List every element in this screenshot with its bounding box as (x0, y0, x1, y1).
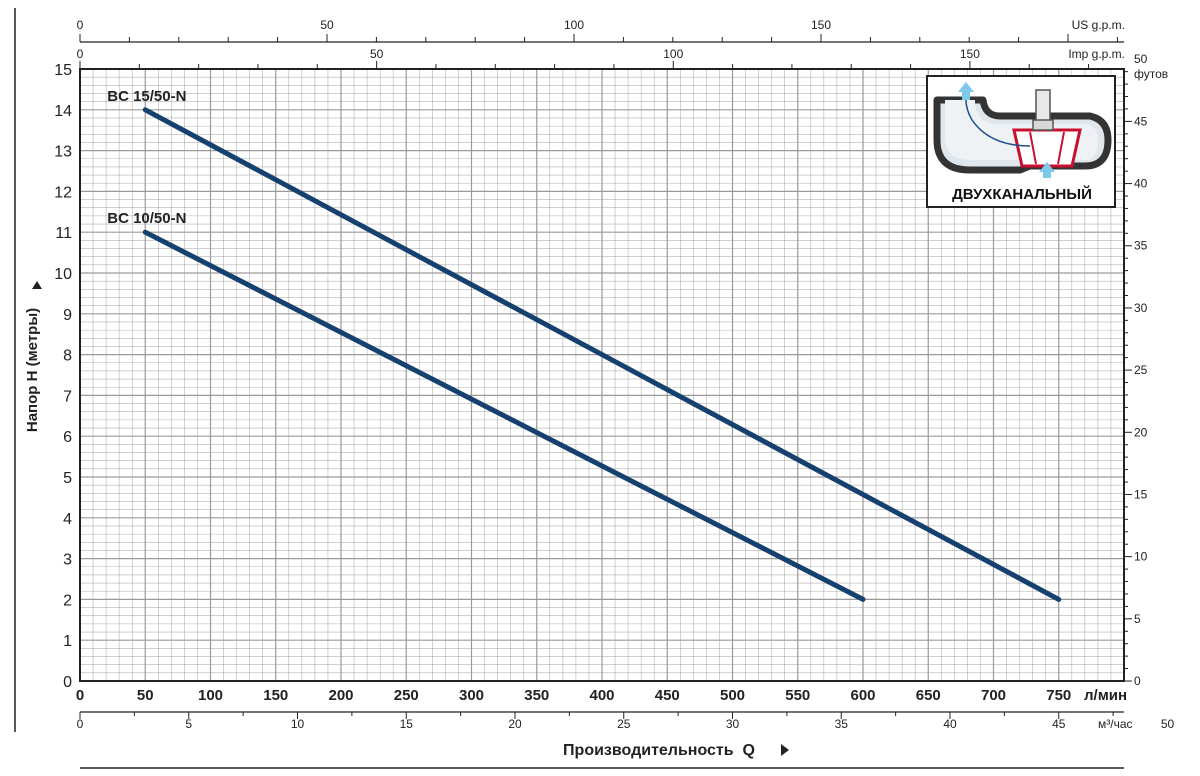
y-tick-label: 2 (63, 592, 72, 609)
right-tick-label: 15 (1134, 487, 1148, 501)
top-tick-label: 50 (320, 18, 334, 32)
inset-label: ДВУХКАНАЛЬНЫЙ (952, 185, 1092, 203)
x-tick-label: 350 (524, 687, 549, 704)
x-tick-label: 100 (198, 687, 223, 704)
plot-frame (79, 68, 1125, 682)
imp-gpm-label: Imp g.p.m. (1068, 47, 1125, 61)
right-tick-label: 10 (1134, 550, 1148, 564)
m3h-tick-label: 50 (1161, 717, 1175, 731)
y-tick-label: 7 (63, 388, 72, 405)
y-tick-label: 4 (63, 511, 72, 528)
y-axis-label: Напор H (метры) (24, 308, 41, 432)
right-axis-label: футов (1134, 67, 1168, 81)
impeller-icon (933, 82, 1112, 178)
right-tick-label: 30 (1134, 301, 1148, 315)
m3h-tick-label: 5 (185, 717, 192, 731)
y-tick-label: 0 (63, 674, 72, 691)
m3h-tick-label: 0 (77, 717, 84, 731)
x-tick-label: 400 (589, 687, 614, 704)
m3h-tick-label: 35 (835, 717, 849, 731)
top-tick-label: 100 (663, 47, 683, 61)
x-tick-label: 450 (655, 687, 680, 704)
m3h-tick-label: 25 (617, 717, 631, 731)
x-axis-arrow-icon (781, 744, 789, 756)
y-tick-label: 3 (63, 552, 72, 569)
m3h-tick-label: 10 (291, 717, 305, 731)
x-tick-label: 650 (916, 687, 941, 704)
y-tick-label: 15 (54, 62, 72, 79)
x-unit-label: л/мин (1084, 687, 1127, 704)
top-tick-label: 0 (77, 18, 84, 32)
right-tick-label: 0 (1134, 674, 1141, 688)
y-tick-label: 11 (55, 225, 72, 242)
m3h-label: м³/час (1098, 717, 1133, 731)
m3h-tick-label: 20 (508, 717, 522, 731)
y-axis-arrow-icon (32, 281, 42, 289)
x-tick-label: 600 (850, 687, 875, 704)
m3h-tick-label: 15 (400, 717, 414, 731)
impeller-inset: ДВУХКАНАЛЬНЫЙ (926, 75, 1116, 208)
right-tick-label: 45 (1134, 114, 1148, 128)
y-tick-label: 8 (63, 348, 72, 365)
y-tick-label: 13 (54, 144, 72, 161)
x-tick-label: 200 (328, 687, 353, 704)
y-tick-label: 10 (54, 266, 72, 283)
x-tick-label: 300 (459, 687, 484, 704)
x-tick-label: 0 (76, 687, 84, 704)
right-tick-label: 35 (1134, 239, 1148, 253)
x-tick-label: 500 (720, 687, 745, 704)
series-label: BC 15/50-N (107, 88, 186, 105)
y-tick-label: 6 (63, 429, 72, 446)
y-tick-label: 14 (54, 103, 72, 120)
right-tick-label: 25 (1134, 363, 1148, 377)
us-gpm-label: US g.p.m. (1072, 18, 1125, 32)
m3h-tick-label: 30 (726, 717, 740, 731)
m3h-tick-label: 40 (943, 717, 957, 731)
x-axis-label: Производительность Q (563, 742, 755, 759)
series-lines: BC 15/50-N BC 10/50-N (107, 88, 1062, 602)
series-label: BC 10/50-N (107, 210, 186, 227)
top-tick-label: 150 (960, 47, 980, 61)
y-tick-label: 12 (54, 184, 72, 201)
right-tick-label: 20 (1134, 425, 1148, 439)
x-tick-label: 550 (785, 687, 810, 704)
x-tick-label: 50 (137, 687, 154, 704)
top-tick-label: 150 (811, 18, 831, 32)
y-tick-label: 9 (63, 307, 72, 324)
series-line (142, 229, 866, 602)
right-tick-label: 5 (1134, 612, 1141, 626)
top-tick-label: 100 (564, 18, 584, 32)
m3h-tick-label: 45 (1052, 717, 1066, 731)
top-tick-label: 0 (77, 47, 84, 61)
y-tick-label: 1 (63, 633, 72, 650)
x-tick-label: 750 (1046, 687, 1071, 704)
y-tick-label: 5 (63, 470, 72, 487)
right-tick-label: 50 (1134, 52, 1148, 66)
series-line (142, 107, 1062, 602)
x-tick-label: 250 (394, 687, 419, 704)
right-tick-label: 40 (1134, 177, 1148, 191)
x-tick-label: 700 (981, 687, 1006, 704)
top-tick-label: 50 (370, 47, 384, 61)
x-tick-label: 150 (263, 687, 288, 704)
